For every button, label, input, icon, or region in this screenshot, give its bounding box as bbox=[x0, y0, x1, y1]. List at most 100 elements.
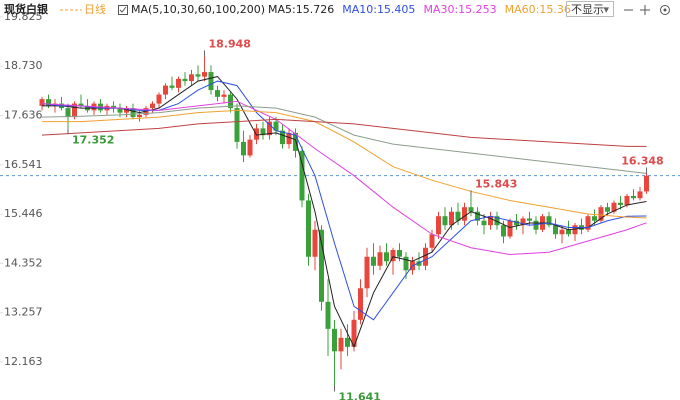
candle-body bbox=[449, 211, 454, 226]
candle-body bbox=[39, 99, 45, 106]
ma-legend: MA60:15.36 bbox=[504, 3, 571, 16]
candle-body bbox=[46, 99, 51, 106]
y-tick-label: 19.825 bbox=[4, 10, 43, 23]
candle-body bbox=[618, 202, 623, 205]
candle-body bbox=[234, 108, 240, 142]
candle-body bbox=[124, 108, 129, 113]
dropdown-arrow: ▾ bbox=[603, 3, 609, 16]
candle-body bbox=[371, 256, 376, 266]
candle-body bbox=[202, 72, 207, 77]
candle-body bbox=[566, 229, 571, 235]
candle-body bbox=[481, 220, 487, 226]
candle-body bbox=[215, 90, 220, 97]
y-tick-label: 17.636 bbox=[4, 108, 43, 121]
ma-line bbox=[41, 100, 647, 256]
candle-body bbox=[156, 94, 162, 104]
candle-body bbox=[364, 256, 370, 289]
candle-body bbox=[429, 234, 435, 248]
candle-body bbox=[137, 114, 142, 118]
candle-body bbox=[605, 207, 610, 212]
candle-body bbox=[488, 216, 493, 226]
candle-body bbox=[416, 261, 422, 266]
candle-body bbox=[390, 250, 396, 262]
candle-body bbox=[598, 207, 604, 221]
candle-body bbox=[254, 128, 259, 140]
candle-body bbox=[345, 337, 350, 347]
candle-body bbox=[332, 328, 337, 352]
ma-line bbox=[41, 118, 647, 147]
ma-legend: MA30:15.253 bbox=[423, 3, 497, 16]
annotation: 11.641 bbox=[339, 391, 381, 400]
ma-toggle[interactable] bbox=[118, 5, 128, 15]
candle-body bbox=[280, 130, 285, 145]
candle-body bbox=[397, 250, 402, 257]
y-tick-label: 18.730 bbox=[4, 59, 43, 72]
y-tick-label: 12.163 bbox=[4, 355, 43, 368]
candle-body bbox=[195, 74, 201, 77]
candle-body bbox=[221, 94, 227, 97]
y-tick-label: 14.352 bbox=[4, 256, 43, 269]
ma-legend: MA5:15.726 bbox=[268, 3, 335, 16]
annotation: 18.948 bbox=[209, 37, 251, 50]
candle-body bbox=[299, 150, 305, 201]
candle-body bbox=[260, 128, 266, 136]
candle-body bbox=[442, 216, 448, 226]
ma-legend: MA10:15.405 bbox=[342, 3, 416, 16]
header: 现货白银 日线 MA(5,10,30,60,100,200) MA5:15.72… bbox=[0, 0, 680, 20]
candle-body bbox=[228, 94, 233, 109]
plus-button[interactable] bbox=[640, 5, 650, 15]
candle-body bbox=[176, 78, 181, 88]
candle-body bbox=[130, 108, 136, 118]
candle-body bbox=[644, 175, 649, 192]
candle-body bbox=[611, 202, 617, 212]
candle-body bbox=[501, 225, 506, 237]
candle-body bbox=[293, 132, 298, 151]
button-label: 不显示 bbox=[571, 3, 604, 16]
candle-body bbox=[527, 218, 532, 221]
candle-body bbox=[306, 200, 311, 257]
candle-body bbox=[494, 216, 500, 226]
y-tick-label: 16.541 bbox=[4, 158, 43, 171]
candle-body bbox=[351, 319, 357, 347]
title: 现货白银 bbox=[4, 3, 48, 16]
candle-body bbox=[65, 108, 71, 118]
candle-body bbox=[553, 225, 558, 235]
candle-body bbox=[247, 139, 253, 156]
candle-body bbox=[520, 218, 526, 226]
period[interactable]: 日线 bbox=[84, 3, 106, 16]
candle-body bbox=[150, 103, 155, 109]
indicator: MA(5,10,30,60,100,200) bbox=[131, 3, 266, 16]
candle-body bbox=[72, 103, 77, 118]
candle-body bbox=[312, 229, 318, 257]
candle-body bbox=[241, 141, 246, 156]
candle-body bbox=[475, 211, 480, 221]
candle-body bbox=[117, 108, 123, 113]
candle-body bbox=[455, 211, 461, 221]
candle-body bbox=[462, 207, 467, 221]
candle-body bbox=[403, 256, 409, 271]
period-icon bbox=[60, 9, 82, 11]
candle-body bbox=[507, 220, 513, 237]
annotation: 17.352 bbox=[72, 133, 114, 146]
candle-body bbox=[572, 225, 578, 235]
candle-body bbox=[631, 195, 636, 199]
ma-line bbox=[42, 109, 647, 219]
candle-body bbox=[358, 288, 363, 320]
settings-button[interactable] bbox=[660, 5, 670, 15]
candle-body bbox=[163, 85, 168, 95]
candle-body bbox=[624, 195, 630, 205]
toolbar bbox=[624, 5, 670, 15]
candle-body bbox=[585, 216, 591, 230]
candle-body bbox=[189, 74, 194, 82]
candle-body bbox=[533, 220, 539, 230]
candle-body bbox=[423, 247, 428, 266]
candle-body bbox=[111, 105, 116, 109]
candle-body bbox=[546, 216, 552, 226]
candle-body bbox=[338, 337, 344, 352]
candle-body bbox=[319, 229, 324, 302]
candle-body bbox=[436, 216, 441, 235]
display-select[interactable]: 不显示 ▾ bbox=[566, 1, 614, 17]
candle-body bbox=[267, 121, 272, 136]
